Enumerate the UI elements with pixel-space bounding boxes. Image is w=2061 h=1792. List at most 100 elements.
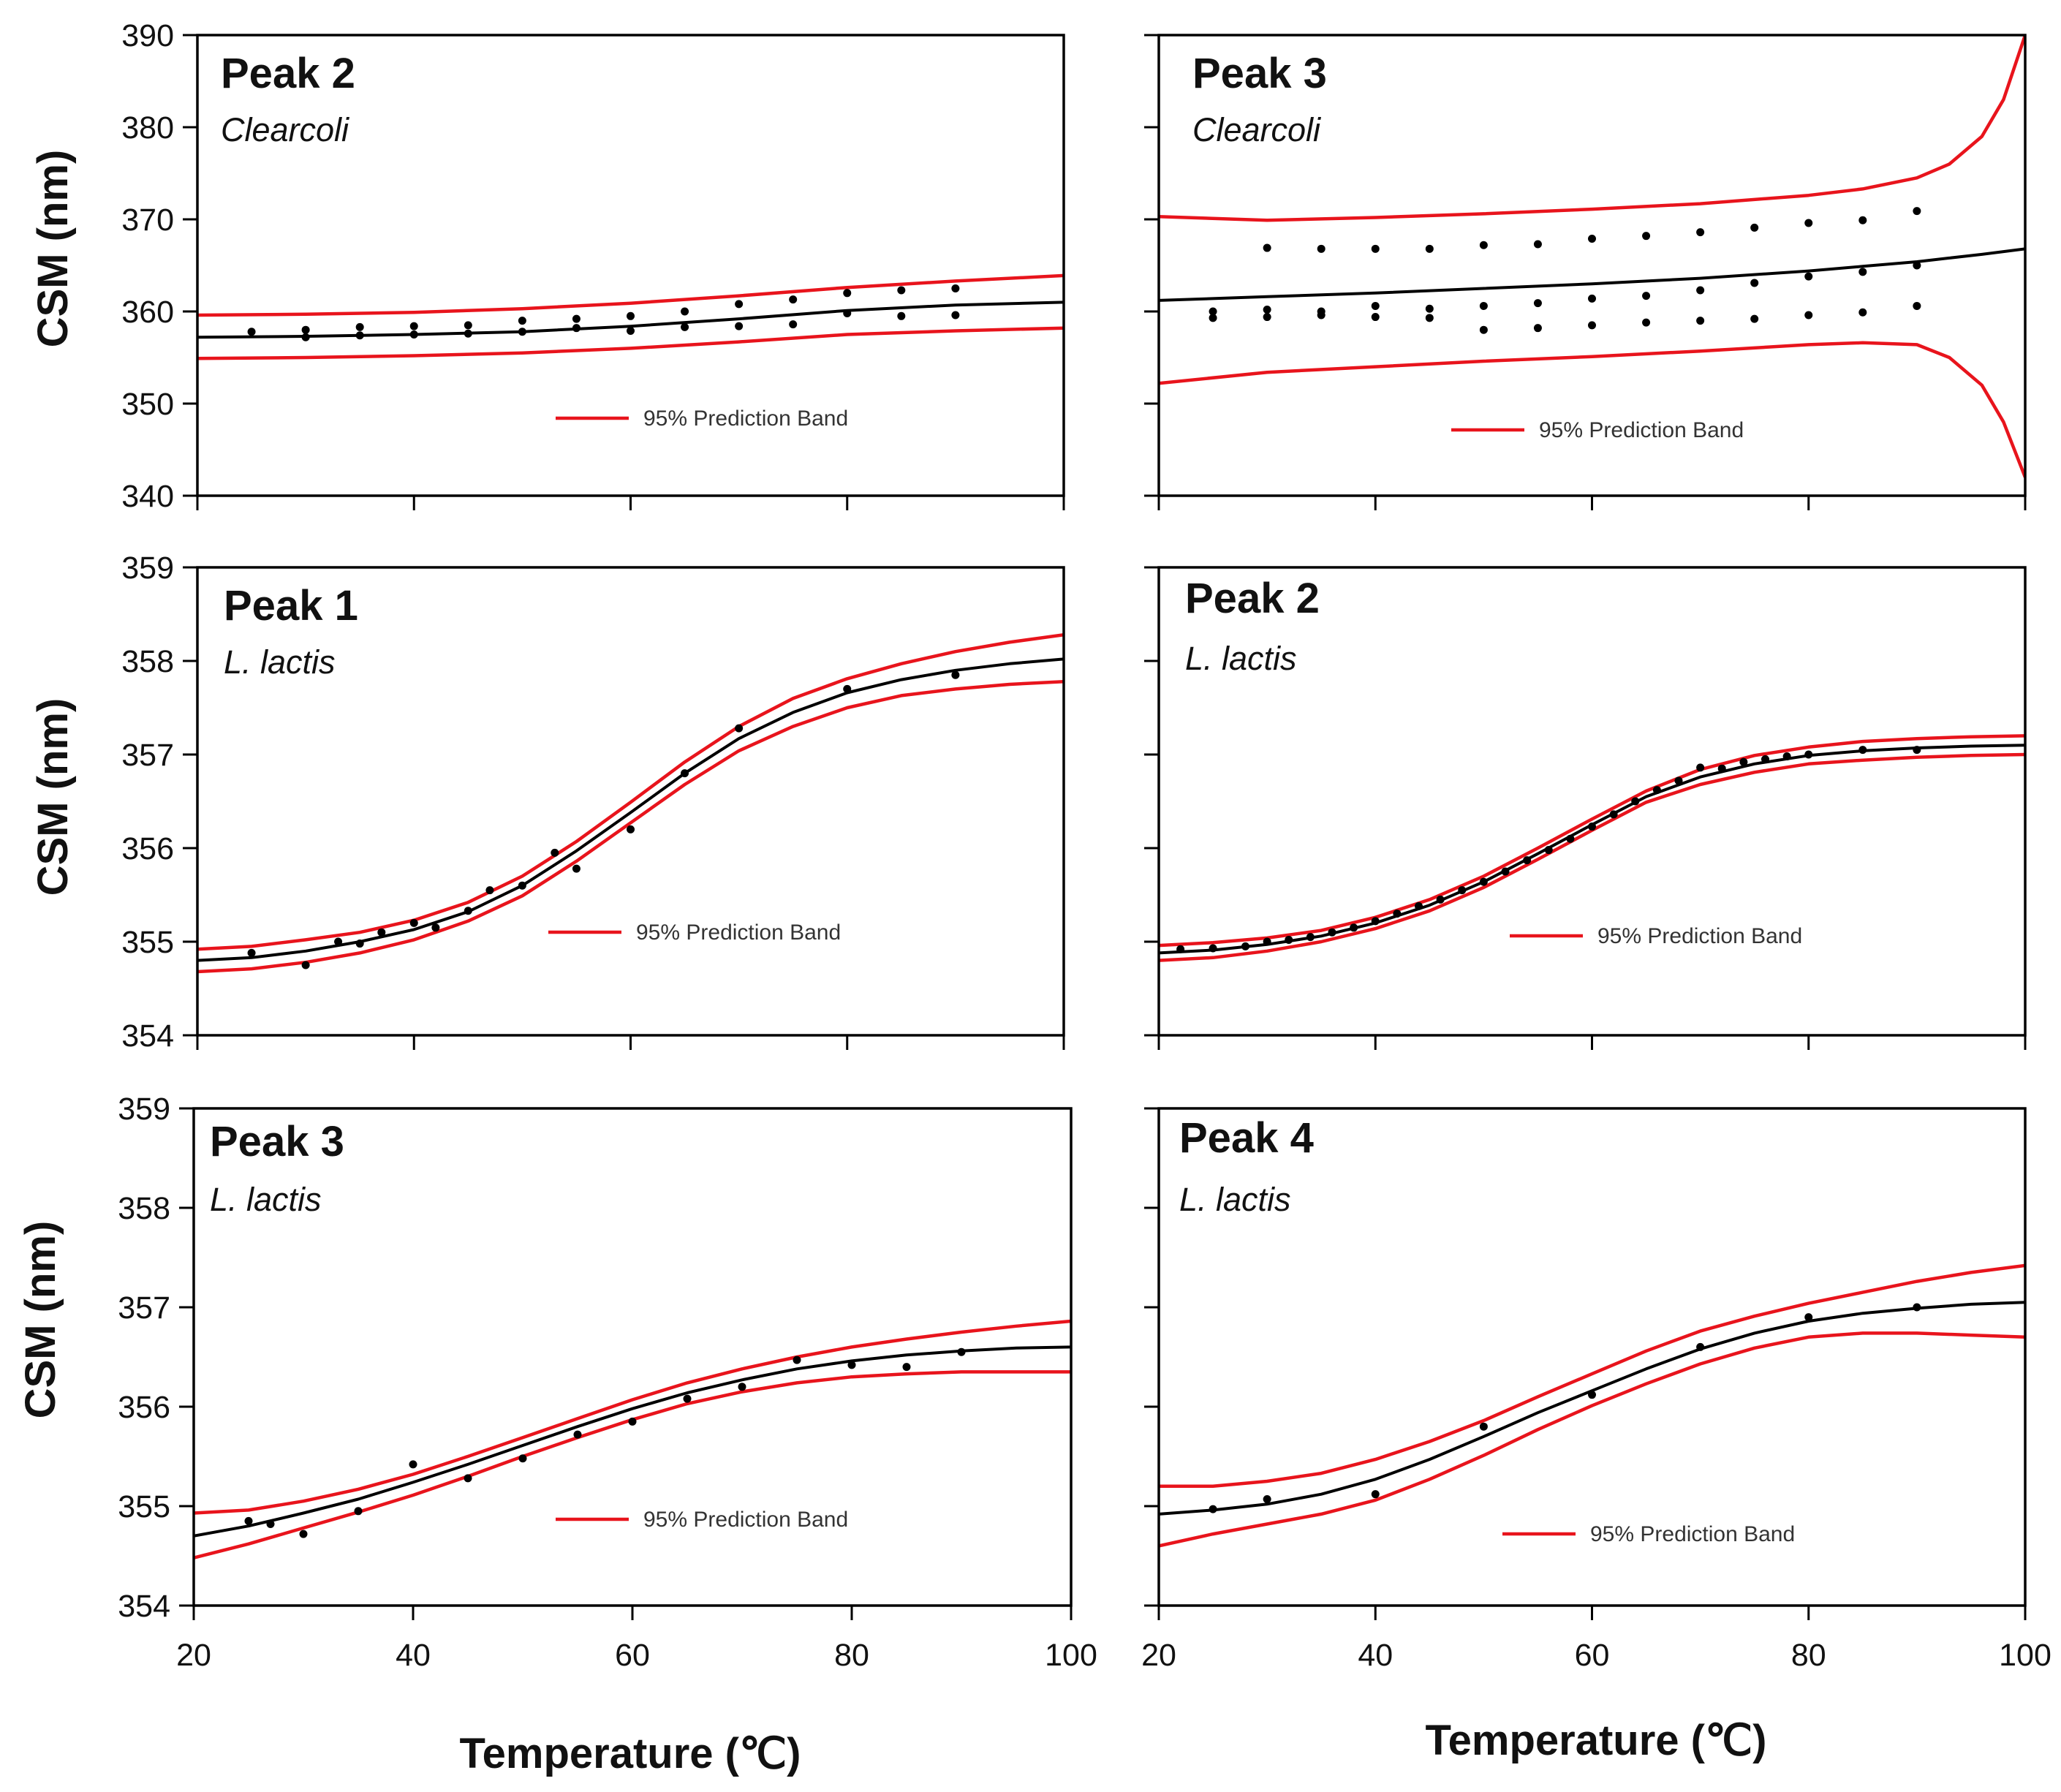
data-point	[409, 1460, 417, 1469]
data-point	[1913, 207, 1921, 216]
data-point	[551, 848, 559, 857]
data-point	[1415, 901, 1423, 910]
y-tick-label: 355	[121, 925, 174, 960]
data-point	[627, 326, 635, 335]
y-axis-title-row2: CSM (nm)	[29, 698, 77, 896]
data-point	[847, 1361, 856, 1369]
data-point	[1858, 268, 1867, 276]
data-point	[735, 300, 744, 309]
data-point	[683, 1394, 692, 1403]
panel-subtitle: Clearcoli	[1192, 111, 1322, 148]
data-point	[518, 881, 526, 890]
data-point	[1696, 1342, 1705, 1351]
x-tick-label: 40	[1358, 1638, 1393, 1673]
data-point	[1263, 243, 1271, 252]
fit-line	[194, 1345, 1071, 1538]
data-point	[843, 684, 852, 693]
y-tick-label: 358	[118, 1191, 170, 1226]
data-point	[1750, 223, 1759, 232]
data-point	[1241, 942, 1249, 950]
data-point	[1750, 314, 1759, 323]
panel-subtitle: Clearcoli	[221, 111, 350, 148]
data-point	[1913, 301, 1921, 310]
data-point	[572, 324, 581, 333]
y-tick-label: 340	[121, 479, 174, 514]
panel-title: Peak 3	[1192, 50, 1327, 97]
data-point	[573, 1430, 582, 1439]
data-point	[902, 1363, 911, 1372]
x-tick-label: 60	[1575, 1638, 1610, 1673]
panel-title: Peak 2	[1185, 575, 1320, 622]
x-tick-label: 80	[834, 1638, 869, 1673]
data-point	[1317, 307, 1326, 316]
data-point	[1913, 261, 1921, 270]
legend-label: 95% Prediction Band	[1590, 1522, 1795, 1546]
data-point	[1544, 846, 1553, 855]
x-tick-label: 100	[1999, 1638, 2051, 1673]
plot-frame	[196, 34, 1065, 497]
chart-panel-llactis-peak2: Peak 2 L. lactis 95% Prediction Band	[1144, 566, 2027, 1050]
data-point	[1858, 746, 1867, 755]
prediction-band-upper	[1159, 734, 2025, 948]
data-point	[1350, 923, 1358, 932]
data-point	[1588, 1391, 1596, 1399]
data-point	[1328, 928, 1336, 937]
plot-area	[194, 1319, 1071, 1560]
data-point	[464, 329, 472, 338]
data-point	[299, 1530, 308, 1538]
x-tick-label: 60	[615, 1638, 650, 1673]
y-tick-label: 358	[121, 644, 174, 679]
data-point	[572, 314, 581, 323]
data-point	[1696, 228, 1705, 237]
y-axis-title-row3: CSM (nm)	[17, 1221, 64, 1419]
data-point	[1739, 757, 1748, 766]
data-point	[951, 670, 960, 679]
panel-subtitle: L. lactis	[1179, 1181, 1291, 1218]
y-tick-label: 370	[121, 203, 174, 238]
y-tick-label: 354	[118, 1589, 170, 1624]
x-tick-label: 20	[176, 1638, 211, 1673]
data-point	[1479, 241, 1488, 249]
y-tick-label: 360	[121, 295, 174, 330]
panel-title: Peak 4	[1179, 1114, 1314, 1162]
x-tick-label: 40	[396, 1638, 431, 1673]
data-point	[1523, 856, 1532, 865]
plot-frame	[192, 1107, 1073, 1607]
y-tick-label: 357	[118, 1290, 170, 1326]
data-point	[1588, 321, 1596, 330]
data-point	[409, 330, 418, 339]
data-point	[266, 1519, 275, 1528]
x-tick-label: 80	[1791, 1638, 1826, 1673]
data-point	[1782, 752, 1791, 761]
plot-frame	[196, 566, 1065, 1037]
y-tick-label: 355	[118, 1489, 170, 1524]
data-point	[1913, 1303, 1921, 1312]
data-point	[843, 289, 852, 298]
data-point	[1371, 1490, 1380, 1499]
x-tick-label: 20	[1141, 1638, 1176, 1673]
data-point	[1696, 763, 1705, 772]
prediction-band-upper	[1159, 35, 2025, 222]
data-point	[1501, 867, 1510, 876]
data-point	[1588, 234, 1596, 243]
y-tick-label: 356	[121, 831, 174, 866]
prediction-band-lower	[197, 679, 1064, 974]
prediction-band-upper	[194, 1319, 1071, 1515]
data-point	[354, 1507, 363, 1516]
data-point	[1425, 244, 1434, 253]
data-point	[1479, 301, 1488, 310]
chart-panel-clearcoli-peak2: 340 350 360 370 380 390 Peak 2 Clearcoli 95% Pre…	[121, 18, 1065, 514]
data-point	[518, 1454, 527, 1463]
data-point	[1588, 294, 1596, 303]
data-point	[957, 1347, 966, 1356]
data-point	[1479, 1422, 1488, 1431]
data-point	[1371, 313, 1380, 322]
data-point	[1804, 1313, 1813, 1322]
y-tick-label: 380	[121, 110, 174, 145]
data-point	[301, 325, 310, 334]
data-point	[518, 328, 526, 336]
data-point	[628, 1417, 637, 1426]
panel-subtitle: L. lactis	[210, 1181, 322, 1218]
data-point	[1533, 299, 1542, 308]
